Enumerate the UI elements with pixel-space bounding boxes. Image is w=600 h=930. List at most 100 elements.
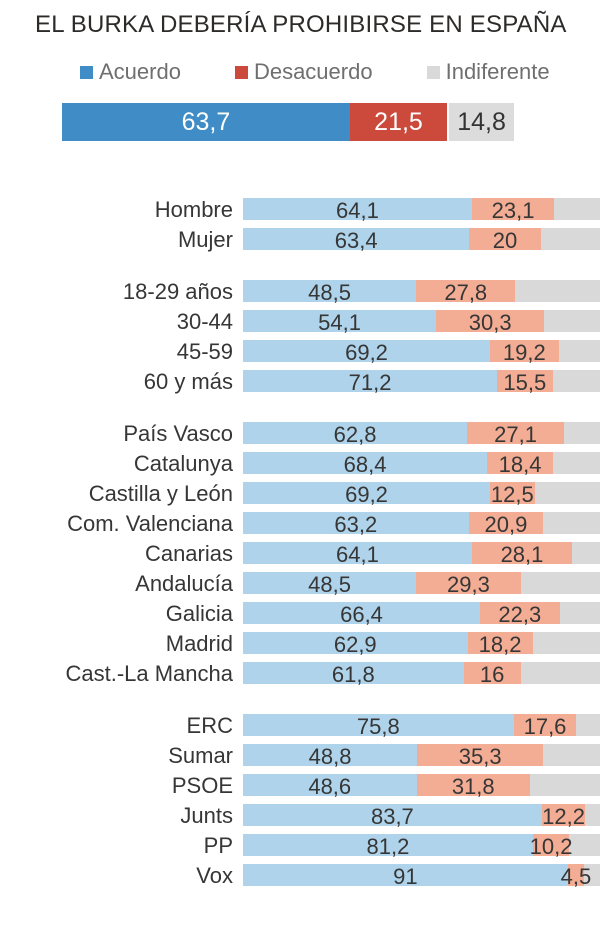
row-label: Mujer [177, 227, 233, 252]
disagree-segment [463, 662, 521, 684]
row-label: ERC [186, 713, 233, 738]
indifferent-segment [552, 452, 600, 474]
agree-value: 64,1 [335, 198, 379, 223]
agree-value: 63,2 [334, 512, 378, 537]
agree-value: 69,2 [345, 482, 388, 507]
row-label: Com. Valenciana [67, 511, 233, 536]
table-row: Mujer 63,4 20 [0, 227, 600, 253]
chart-title: EL BURKA DEBERÍA PROHIBIRSE EN ESPAÑA [35, 11, 567, 38]
agree-segment [243, 602, 481, 624]
indifferent-segment [530, 774, 600, 796]
row-stacked-bar: 69,2 12,5 [243, 482, 600, 507]
indifferent-segment [520, 572, 600, 594]
bar-strip [243, 340, 600, 362]
agree-segment [243, 714, 514, 736]
total-disagree-value: 21,5 [374, 107, 423, 136]
agree-segment [243, 632, 468, 654]
row-group: País Vasco 62,8 27,1 Catalunya 68,4 18,4 Casti… [0, 422, 600, 687]
agree-segment [243, 198, 472, 220]
row-label: PP [203, 833, 233, 858]
disagree-value: 20 [492, 228, 518, 253]
bar-strip [243, 774, 600, 796]
bar-strip [243, 482, 600, 504]
agree-value: 48,8 [308, 744, 352, 769]
disagree-segment [467, 632, 533, 654]
agree-value: 63,4 [334, 228, 378, 253]
indifferent-segment [520, 662, 600, 684]
row-stacked-bar: 64,1 23,1 [243, 198, 600, 223]
disagree-value: 4,5 [560, 864, 592, 889]
row-group: Hombre 64,1 23,1 Mujer 63,4 20 [0, 198, 600, 253]
table-row: 18-29 años 48,5 27,8 [0, 280, 600, 304]
disagree-segment [487, 452, 553, 474]
category-rows: Hombre 64,1 23,1 Mujer 63,4 20 18-29 años 48,5 2… [0, 198, 600, 894]
agree-segment [243, 542, 472, 564]
segment-divider [447, 103, 450, 141]
agree-value: 75,8 [356, 714, 400, 739]
disagree-segment [467, 422, 564, 444]
agree-segment [243, 512, 469, 534]
bar-strip [243, 542, 600, 564]
table-row: Junts 83,7 12,2 [0, 804, 600, 828]
table-row: Catalunya 68,4 18,4 [0, 451, 600, 477]
row-label: Sumar [168, 743, 233, 768]
row-label: PSOE [171, 773, 233, 798]
disagree-value: 28,1 [500, 542, 544, 567]
row-stacked-bar: 66,4 22,3 [243, 602, 600, 627]
row-label: 45-59 [176, 339, 233, 364]
indifferent-segment [543, 744, 600, 766]
table-row: Sumar 48,8 35,3 [0, 743, 600, 769]
agree-value: 71,2 [348, 370, 392, 395]
row-label: 30-44 [176, 309, 233, 334]
total-disagree-segment: 21,5 [349, 103, 448, 141]
disagree-segment [416, 572, 521, 594]
table-row: 60 y más 71,2 15,5 [0, 369, 600, 395]
indifferent-segment [534, 482, 600, 504]
bar-strip [243, 572, 600, 594]
bar-strip [243, 452, 600, 474]
indifferent-segment [532, 632, 600, 654]
disagree-value: 30,3 [468, 310, 512, 335]
agree-value: 62,8 [333, 422, 377, 447]
table-row: Andalucía 48,5 29,3 [0, 571, 600, 597]
row-stacked-bar: 71,2 15,5 [243, 370, 600, 395]
legend-label: Acuerdo [99, 59, 181, 84]
agree-segment [243, 422, 468, 444]
row-label: Canarias [144, 541, 233, 566]
table-row: Cast.-La Mancha 61,8 16 [0, 662, 600, 687]
disagree-value: 27,1 [494, 422, 537, 447]
agree-value: 48,5 [308, 572, 351, 597]
indifferent-segment [540, 228, 600, 250]
row-label: Madrid [165, 631, 233, 656]
indifferent-segment [576, 714, 600, 736]
row-stacked-bar: 48,8 35,3 [243, 744, 600, 769]
agree-segment [243, 774, 417, 796]
legend-label: Indiferente [445, 59, 550, 84]
row-label: Galicia [165, 601, 233, 626]
disagree-value: 18,4 [498, 452, 542, 477]
disagree-segment [497, 370, 553, 392]
bar-strip [243, 310, 600, 332]
agree-segment [243, 452, 488, 474]
legend: Acuerdo Desacuerdo Indiferente [80, 60, 550, 84]
disagree-segment [436, 310, 545, 332]
table-row: ERC 75,8 17,6 [0, 713, 600, 739]
row-label: Andalucía [135, 571, 233, 596]
bar-strip [243, 804, 600, 826]
disagree-segment [416, 774, 531, 796]
agree-value: 61,8 [331, 662, 375, 687]
row-label: Catalunya [133, 451, 233, 476]
indifferent-segment [583, 864, 600, 886]
bar-strip [243, 422, 600, 444]
row-stacked-bar: 63,2 20,9 [243, 512, 600, 537]
row-stacked-bar: 54,1 30,3 [243, 310, 600, 335]
agree-value: 69,2 [345, 340, 388, 365]
table-row: Madrid 62,9 18,2 [0, 631, 600, 657]
disagree-value: 10,2 [529, 834, 573, 859]
disagree-segment [469, 228, 541, 250]
disagree-value: 12,5 [490, 482, 534, 507]
agree-value: 62,9 [333, 632, 377, 657]
agree-value: 66,4 [340, 602, 383, 627]
row-label: 60 y más [143, 369, 233, 394]
row-stacked-bar: 68,4 18,4 [243, 452, 600, 477]
